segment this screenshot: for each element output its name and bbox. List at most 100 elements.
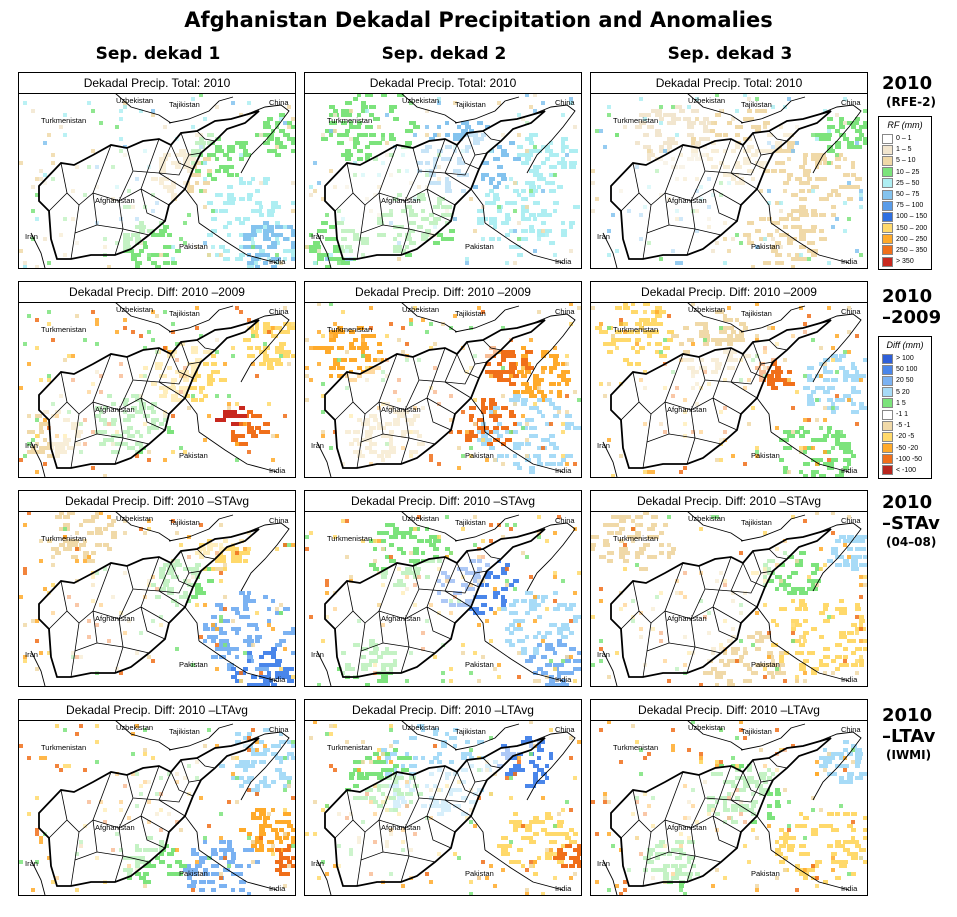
country-label-uzbekistan: Uzbekistan [688,723,725,732]
country-label-pakistan: Pakistan [465,242,494,251]
country-border [470,606,486,642]
province-boundary [196,339,216,351]
country-border [484,849,564,891]
map-panel-row3-dekad1: Dekadal Precip. Diff: 2010 –STAvg Uzbekis… [18,490,296,687]
row-label-diff-stavg: 2010 –STAv (04–08) [882,492,952,550]
province-boundary [742,562,766,588]
country-label-india: India [269,466,286,475]
country-border [30,232,46,268]
legend-swatch [882,364,893,375]
province-boundary [92,556,160,620]
country-label-india: India [555,257,572,266]
province-boundary [126,771,172,801]
map-panel-row2-dekad3: Dekadal Precip. Diff: 2010 –2009 Uzbekist… [590,281,868,478]
province-boundary [742,144,766,170]
province-boundary [444,363,476,385]
country-label-turkmenistan: Turkmenistan [41,534,86,543]
legend-label: 20 50 [896,377,914,385]
province-boundary [730,172,758,190]
province-boundary [382,224,410,230]
country-border [602,232,618,268]
panel-title: Dekadal Precip. Total: 2010 [591,73,867,94]
country-label-uzbekistan: Uzbekistan [402,723,439,732]
province-boundary [378,138,446,202]
legend-item: 10 – 25 [882,167,928,178]
country-label-india: India [269,884,286,893]
province-boundary [92,347,160,411]
precipitation-map: Uzbekistan Tajikistan China Turkmenistan Afg… [19,93,295,268]
country-label-tajikistan: Tajikistan [455,727,486,736]
province-boundary [170,562,194,588]
country-label-pakistan: Pakistan [751,451,780,460]
afghanistan-border [324,110,546,260]
province-boundary [140,188,170,206]
country-border [470,188,486,224]
row-label-diff-2009: 2010 –2009 [882,286,952,328]
afghanistan-border [324,737,546,887]
country-border [740,305,806,333]
panel-title: Dekadal Precip. Diff: 2010 –LTAvg [591,700,867,721]
country-label-uzbekistan: Uzbekistan [116,514,153,523]
province-boundary [730,381,758,399]
province-boundary [444,172,472,190]
country-label-tajikistan: Tajikistan [455,518,486,527]
country-border [740,514,806,542]
country-label-india: India [841,257,858,266]
legend-item: -100 -50 [882,454,928,465]
legend-title: RF (mm) [887,120,923,130]
province-boundary [698,144,744,174]
map-panel-row1-dekad2: Dekadal Precip. Total: 2010 Uzbekistan Taj… [304,72,582,269]
country-label-pakistan: Pakistan [751,242,780,251]
province-boundary [96,851,124,857]
legend-label: < -100 [896,466,917,474]
country-border [30,859,46,895]
legend-swatch [882,398,893,409]
country-label-china: China [555,307,575,316]
country-label-afghanistan: Afghanistan [381,405,421,414]
province-boundary [140,606,170,624]
province-boundary [158,799,186,817]
legend-label: 5 – 10 [896,157,916,165]
province-boundary [768,130,788,142]
province-boundary [690,588,706,620]
row-label-line3: (04–08) [886,535,937,549]
province-boundary [620,610,640,630]
province-boundary [334,610,354,630]
country-label-pakistan: Pakistan [465,869,494,878]
province-boundary [712,188,742,206]
province-boundary [126,144,172,174]
country-label-india: India [555,675,572,684]
province-boundary [118,588,134,620]
row-label-line2: –LTAv [882,726,936,747]
country-label-iran: Iran [25,859,38,868]
row-label-diff-ltavg: 2010 –LTAv (IWMI) [882,705,952,763]
country-border [812,731,862,801]
legend-label: -5 -1 [896,422,911,430]
province-boundary [48,819,68,839]
legend-item: 5 20 [882,387,928,398]
difference-legend: Diff (mm) > 100 50 100 20 50 5 20 1 5 -1 1 -5 … [878,336,932,480]
country-label-pakistan: Pakistan [179,869,208,878]
province-boundary [404,797,420,829]
country-label-tajikistan: Tajikistan [169,100,200,109]
country-border [168,514,234,542]
country-border [484,640,564,682]
province-boundary [730,590,758,608]
country-border [316,232,332,268]
country-border [316,859,332,895]
province-boundary [158,781,190,803]
country-label-pakistan: Pakistan [465,660,494,669]
country-border [454,723,520,751]
afghanistan-border [38,110,260,260]
legend-label: > 350 [896,258,914,266]
province-boundary [712,606,742,624]
afghanistan-border [324,319,546,469]
country-label-turkmenistan: Turkmenistan [327,743,372,752]
country-border [602,650,618,686]
legend-swatch [882,387,893,398]
country-label-afghanistan: Afghanistan [95,823,135,832]
legend-item: -1 1 [882,409,928,420]
province-boundary [140,815,170,833]
country-label-turkmenistan: Turkmenistan [327,534,372,543]
country-border [30,650,46,686]
